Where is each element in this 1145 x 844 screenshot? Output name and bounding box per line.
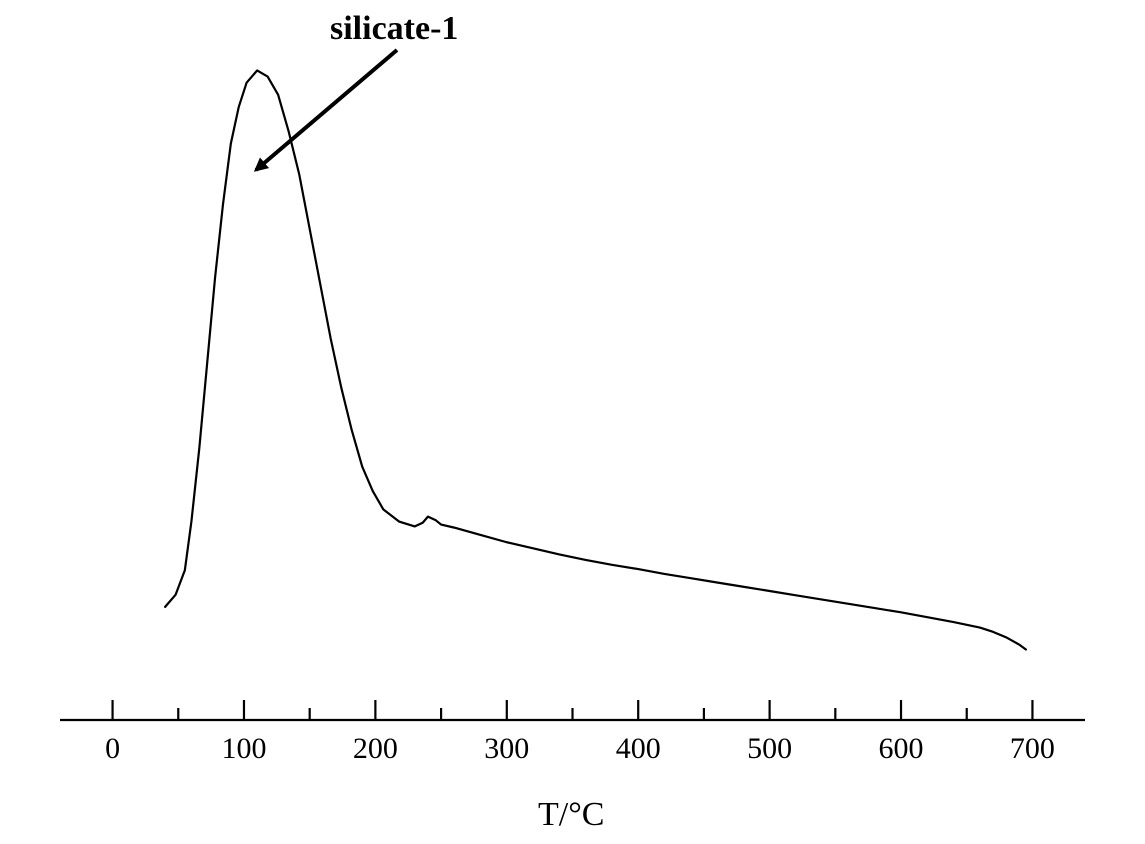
- x-tick-label: 400: [616, 732, 661, 765]
- x-tick-label: 200: [353, 732, 398, 765]
- x-tick-label: 300: [484, 732, 529, 765]
- tpd-chart: silicate-1 0 100 200 300 400 500 600 700 T/°C: [0, 0, 1145, 844]
- x-tick-label: 0: [105, 732, 120, 765]
- x-tick-label: 100: [221, 732, 266, 765]
- chart-svg: 0 100 200 300 400 500 600 700: [0, 0, 1145, 844]
- series-label-silicate-1: silicate-1: [330, 10, 458, 48]
- x-axis-title: T/°C: [538, 796, 605, 834]
- x-tick-label: 700: [1010, 732, 1055, 765]
- x-tick-label: 500: [747, 732, 792, 765]
- x-tick-label: 600: [879, 732, 924, 765]
